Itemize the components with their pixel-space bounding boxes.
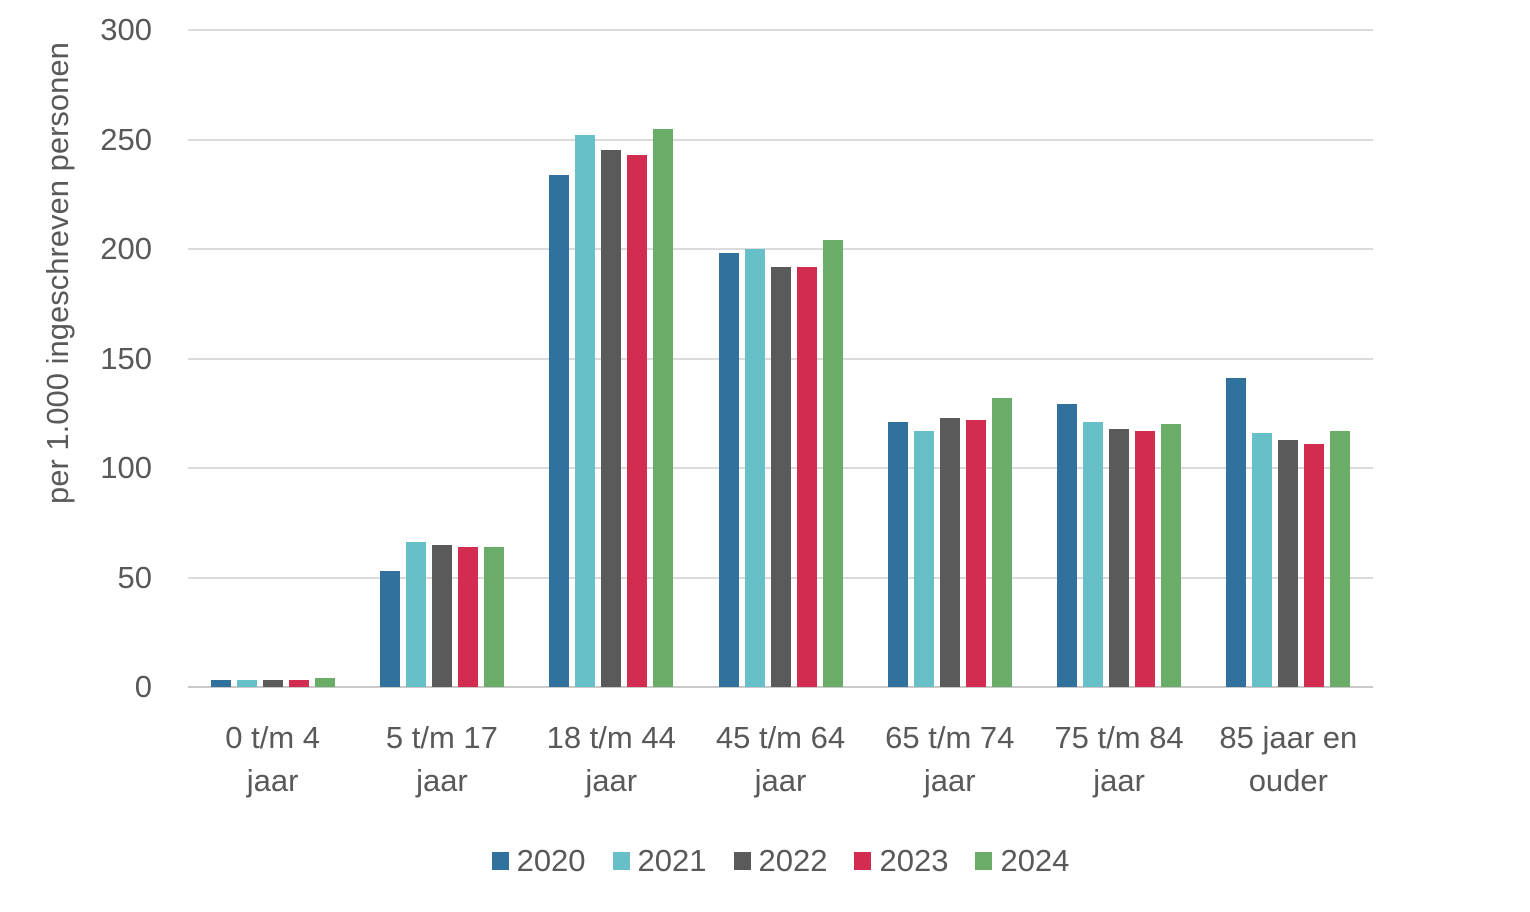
bar-2022-75-t-m-84-jaar	[1109, 428, 1130, 687]
x-category-label-3: 18 t/m 44 jaar	[527, 716, 696, 802]
bar-2023-65-t-m-74-jaar	[965, 419, 986, 687]
bar-2022-45-t-m-64-jaar	[770, 266, 791, 687]
bar-2020-45-t-m-64-jaar	[718, 253, 739, 687]
x-category-label-2: 5 t/m 17 jaar	[357, 716, 526, 802]
bar-2020-18-t-m-44-jaar	[549, 174, 570, 687]
bar-2021-85-jaar-en-ouder	[1252, 432, 1273, 687]
bar-2021-18-t-m-44-jaar	[575, 135, 596, 687]
legend-item-2024: 2024	[975, 843, 1069, 879]
x-category-label-line: jaar	[246, 763, 299, 798]
x-category-label-1: 0 t/m 4 jaar	[188, 716, 357, 802]
gridline-300	[188, 29, 1373, 31]
bar-2022-18-t-m-44-jaar	[601, 150, 622, 687]
gridline-200	[188, 248, 1373, 250]
bar-2021-5-t-m-17-jaar	[405, 542, 426, 687]
y-tick-label-150: 150	[100, 340, 152, 376]
bar-2022-65-t-m-74-jaar	[939, 417, 960, 687]
bar-2024-0-t-m-4-jaar	[314, 678, 335, 687]
legend-item-2023: 2023	[854, 843, 948, 879]
y-tick-label-100: 100	[100, 450, 152, 485]
x-category-label-line: 18 t/m 44	[546, 720, 676, 755]
bar-2020-75-t-m-84-jaar	[1057, 404, 1078, 687]
x-category-label-7: 85 jaar en ouder	[1204, 716, 1373, 802]
x-axis-baseline	[188, 686, 1373, 688]
legend-swatch-2020	[491, 852, 509, 870]
x-category-label-line: jaar	[754, 763, 807, 798]
bar-2022-5-t-m-17-jaar	[431, 544, 452, 687]
legend-swatch-2024	[975, 852, 993, 870]
x-category-label-line: 0 t/m 4	[225, 720, 321, 755]
bar-2020-0-t-m-4-jaar	[210, 680, 231, 687]
x-category-label-line: 45 t/m 64	[715, 720, 846, 755]
x-category-label-line: 65 t/m 74	[885, 720, 1015, 755]
x-category-label-4: 45 t/m 64 jaar	[696, 716, 865, 802]
bar-2023-5-t-m-17-jaar	[457, 546, 478, 687]
x-category-label-5: 65 t/m 74 jaar	[865, 716, 1034, 802]
legend-label-2024: 2024	[1000, 843, 1070, 878]
legend-item-2021: 2021	[612, 843, 707, 879]
legend-swatch-2022	[733, 852, 751, 870]
y-tick-label-300: 300	[100, 12, 152, 47]
legend-label-2023: 2023	[879, 843, 949, 878]
gridline-250	[188, 138, 1373, 141]
legend-swatch-2023	[854, 852, 872, 870]
x-category-label-6: 75 t/m 84 jaar	[1034, 716, 1203, 802]
legend-label-2022: 2022	[758, 843, 828, 878]
x-category-label-line: ouder	[1248, 763, 1328, 798]
legend-swatch-2021	[612, 852, 630, 870]
bar-2020-85-jaar-en-ouder	[1226, 378, 1247, 687]
bar-2024-75-t-m-84-jaar	[1161, 424, 1182, 687]
y-tick-label-200: 200	[100, 231, 152, 266]
legend: 2020 2021 2022 2023 2024	[188, 843, 1373, 879]
bar-2022-0-t-m-4-jaar	[262, 680, 283, 687]
legend-item-2022: 2022	[733, 843, 828, 879]
bar-2021-65-t-m-74-jaar	[913, 430, 934, 687]
x-category-label-line: jaar	[585, 763, 638, 798]
y-tick-label-250: 250	[100, 121, 152, 157]
legend-label-2021: 2021	[637, 843, 707, 878]
bar-2024-18-t-m-44-jaar	[653, 128, 674, 687]
bar-2023-18-t-m-44-jaar	[627, 154, 648, 687]
x-category-label-line: 85 jaar en	[1219, 720, 1358, 755]
bar-2023-75-t-m-84-jaar	[1135, 430, 1156, 687]
bar-2024-45-t-m-64-jaar	[822, 240, 843, 687]
legend-item-2020: 2020	[491, 843, 586, 879]
x-category-label-line: jaar	[416, 763, 468, 798]
bar-2021-0-t-m-4-jaar	[236, 680, 257, 687]
legend-label-2020: 2020	[516, 843, 586, 878]
bar-2024-85-jaar-en-ouder	[1330, 430, 1351, 687]
bar-2024-65-t-m-74-jaar	[991, 397, 1012, 687]
x-category-label-line: jaar	[923, 763, 976, 798]
x-category-label-line: 5 t/m 17	[385, 720, 498, 755]
bar-2024-5-t-m-17-jaar	[483, 546, 504, 687]
bar-2021-45-t-m-64-jaar	[744, 249, 765, 687]
bar-2022-85-jaar-en-ouder	[1278, 439, 1299, 687]
bar-2020-65-t-m-74-jaar	[887, 422, 908, 687]
bar-2021-75-t-m-84-jaar	[1083, 422, 1104, 687]
y-tick-label-0: 0	[134, 669, 152, 704]
bar-2020-5-t-m-17-jaar	[379, 570, 400, 687]
x-category-label-line: 75 t/m 84	[1054, 720, 1184, 755]
y-tick-label-50: 50	[117, 559, 152, 595]
bar-2023-45-t-m-64-jaar	[796, 266, 817, 687]
bar-2023-85-jaar-en-ouder	[1304, 443, 1325, 687]
bar-2023-0-t-m-4-jaar	[288, 680, 309, 687]
x-category-label-line: jaar	[1093, 763, 1145, 798]
y-axis-title: per 1.000 ingeschreven personen	[40, 42, 75, 504]
